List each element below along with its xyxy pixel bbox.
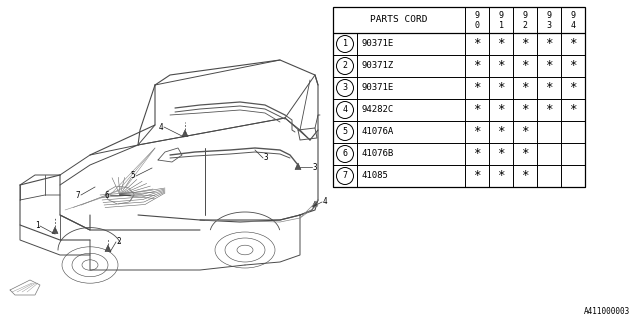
Text: 9: 9 <box>547 11 552 20</box>
Text: 90371E: 90371E <box>362 84 394 92</box>
Text: 90371Z: 90371Z <box>362 61 394 70</box>
Text: *: * <box>473 125 481 139</box>
Text: *: * <box>497 60 505 73</box>
Text: *: * <box>497 170 505 182</box>
Text: 3: 3 <box>547 20 552 29</box>
Text: *: * <box>545 37 553 51</box>
Text: 7: 7 <box>76 190 80 199</box>
Text: 3: 3 <box>264 154 268 163</box>
Text: *: * <box>473 82 481 94</box>
Text: *: * <box>473 103 481 116</box>
Text: 41085: 41085 <box>362 172 389 180</box>
Text: 5: 5 <box>131 172 135 180</box>
Text: 4: 4 <box>570 20 575 29</box>
Text: *: * <box>521 60 529 73</box>
Text: *: * <box>569 37 577 51</box>
Text: 4: 4 <box>159 123 163 132</box>
Text: *: * <box>521 103 529 116</box>
Text: *: * <box>497 148 505 161</box>
Text: *: * <box>545 60 553 73</box>
Text: 3: 3 <box>313 163 317 172</box>
Text: *: * <box>545 103 553 116</box>
Text: 9: 9 <box>474 11 479 20</box>
Polygon shape <box>105 245 111 252</box>
Text: 2: 2 <box>522 20 527 29</box>
Text: *: * <box>473 60 481 73</box>
Text: *: * <box>521 37 529 51</box>
Polygon shape <box>52 227 58 234</box>
Text: *: * <box>569 60 577 73</box>
Text: *: * <box>569 82 577 94</box>
Text: 3: 3 <box>342 84 348 92</box>
Text: 1: 1 <box>35 221 39 230</box>
Text: 1: 1 <box>342 39 348 49</box>
Text: 94282C: 94282C <box>362 106 394 115</box>
Text: 9: 9 <box>570 11 575 20</box>
Text: PARTS CORD: PARTS CORD <box>371 15 428 25</box>
Text: 1: 1 <box>499 20 504 29</box>
Text: A411000003: A411000003 <box>584 307 630 316</box>
Text: *: * <box>545 82 553 94</box>
Text: *: * <box>521 170 529 182</box>
Text: *: * <box>521 125 529 139</box>
Text: *: * <box>521 148 529 161</box>
Text: 7: 7 <box>342 172 348 180</box>
Text: 90371E: 90371E <box>362 39 394 49</box>
Text: *: * <box>473 37 481 51</box>
Text: 41076A: 41076A <box>362 127 394 137</box>
Text: 0: 0 <box>474 20 479 29</box>
Text: 9: 9 <box>499 11 504 20</box>
Text: *: * <box>569 103 577 116</box>
Text: 41076B: 41076B <box>362 149 394 158</box>
Text: 5: 5 <box>342 127 348 137</box>
Text: 2: 2 <box>342 61 348 70</box>
Text: 9: 9 <box>522 11 527 20</box>
Polygon shape <box>312 201 317 206</box>
Text: *: * <box>497 103 505 116</box>
Text: 6: 6 <box>105 190 109 199</box>
Text: *: * <box>497 125 505 139</box>
Text: 4: 4 <box>323 197 327 206</box>
Text: 2: 2 <box>116 237 122 246</box>
Bar <box>333 7 585 187</box>
Text: *: * <box>497 82 505 94</box>
Polygon shape <box>182 130 188 137</box>
Text: 4: 4 <box>342 106 348 115</box>
Text: *: * <box>497 37 505 51</box>
Text: *: * <box>473 148 481 161</box>
Text: *: * <box>521 82 529 94</box>
Polygon shape <box>295 163 301 170</box>
Text: *: * <box>473 170 481 182</box>
Text: 6: 6 <box>342 149 348 158</box>
